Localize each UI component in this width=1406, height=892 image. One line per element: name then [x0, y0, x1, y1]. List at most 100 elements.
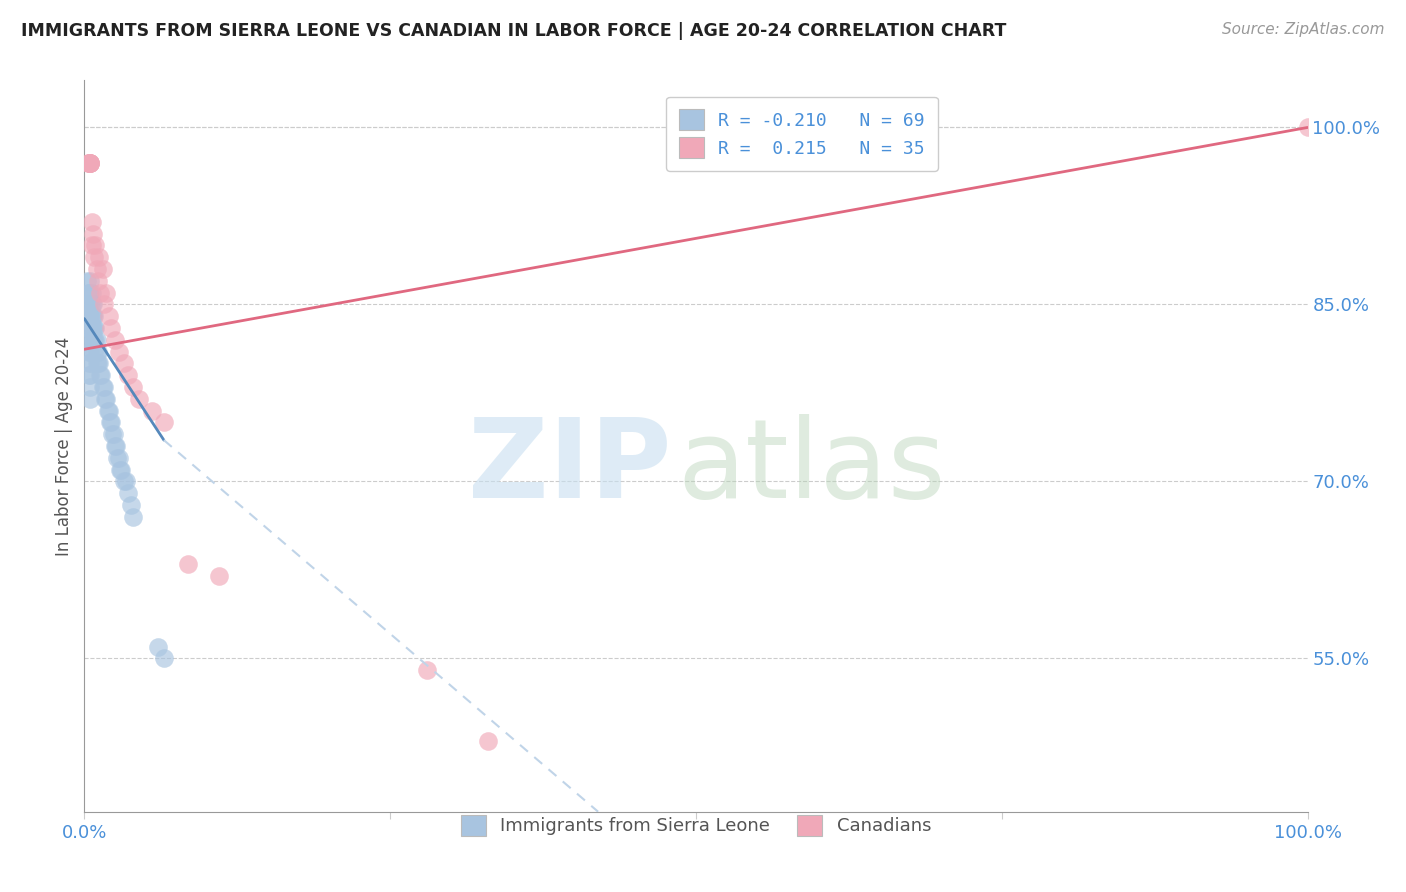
Point [104, 333, 127, 347]
Point [76, 274, 98, 288]
Point [79, 156, 101, 170]
Point [79, 321, 101, 335]
Point [77, 156, 100, 170]
Point [83, 344, 105, 359]
Point [91, 380, 114, 394]
Point [112, 356, 135, 370]
Point [77, 285, 100, 300]
Point [104, 439, 127, 453]
Point [79, 297, 101, 311]
Point [83, 310, 105, 324]
Point [97, 403, 120, 417]
Point [80, 310, 103, 324]
Point [83, 321, 105, 335]
Point [93, 380, 115, 394]
Point [79, 156, 101, 170]
Point [110, 462, 132, 476]
Point [80, 321, 103, 335]
Point [96, 285, 118, 300]
Point [477, 734, 499, 748]
Point [86, 333, 108, 347]
Point [77, 297, 100, 311]
Point [77, 356, 100, 370]
Point [146, 640, 169, 654]
Point [117, 486, 139, 500]
Point [153, 651, 176, 665]
Point [79, 274, 101, 288]
Point [87, 344, 110, 359]
Point [87, 356, 110, 370]
Point [112, 475, 135, 489]
Point [87, 274, 110, 288]
Point [86, 262, 108, 277]
Point [82, 333, 104, 347]
Point [80, 297, 103, 311]
Text: Source: ZipAtlas.com: Source: ZipAtlas.com [1222, 22, 1385, 37]
Point [83, 333, 105, 347]
Point [1296, 120, 1319, 135]
Point [79, 156, 101, 170]
Text: ZIP: ZIP [468, 415, 672, 522]
Point [122, 380, 145, 394]
Point [82, 297, 104, 311]
Point [177, 557, 200, 571]
Point [84, 333, 107, 347]
Point [115, 475, 138, 489]
Point [79, 368, 101, 383]
Point [79, 356, 101, 370]
Point [80, 215, 103, 229]
Point [79, 310, 101, 324]
Point [77, 333, 100, 347]
Point [77, 285, 100, 300]
Point [77, 310, 100, 324]
Point [77, 344, 100, 359]
Y-axis label: In Labor Force | Age 20-24: In Labor Force | Age 20-24 [55, 336, 73, 556]
Point [86, 344, 108, 359]
Point [98, 416, 121, 430]
Point [90, 368, 112, 383]
Point [89, 368, 111, 383]
Point [105, 439, 128, 453]
Point [77, 156, 100, 170]
Point [79, 380, 101, 394]
Point [416, 663, 439, 677]
Point [100, 416, 122, 430]
Point [89, 285, 111, 300]
Text: atlas: atlas [678, 415, 946, 522]
Point [83, 250, 105, 264]
Point [93, 297, 115, 311]
Point [208, 568, 231, 582]
Point [100, 321, 122, 335]
Point [141, 403, 163, 417]
Point [79, 156, 101, 170]
Point [108, 462, 131, 476]
Point [153, 416, 176, 430]
Point [77, 297, 100, 311]
Point [79, 156, 101, 170]
Point [76, 321, 98, 335]
Point [96, 392, 118, 406]
Point [79, 285, 101, 300]
Point [97, 310, 120, 324]
Point [87, 356, 110, 370]
Point [80, 238, 103, 252]
Point [82, 321, 104, 335]
Point [82, 227, 104, 241]
Point [77, 310, 100, 324]
Text: IMMIGRANTS FROM SIERRA LEONE VS CANADIAN IN LABOR FORCE | AGE 20-24 CORRELATION : IMMIGRANTS FROM SIERRA LEONE VS CANADIAN… [21, 22, 1007, 40]
Legend: Immigrants from Sierra Leone, Canadians: Immigrants from Sierra Leone, Canadians [453, 807, 939, 843]
Point [87, 250, 110, 264]
Point [84, 321, 107, 335]
Point [79, 392, 101, 406]
Point [91, 262, 114, 277]
Point [101, 427, 124, 442]
Point [77, 156, 100, 170]
Point [77, 368, 100, 383]
Point [128, 392, 150, 406]
Point [107, 450, 129, 465]
Point [82, 310, 104, 324]
Point [79, 333, 101, 347]
Point [105, 450, 128, 465]
Point [122, 509, 145, 524]
Point [94, 392, 117, 406]
